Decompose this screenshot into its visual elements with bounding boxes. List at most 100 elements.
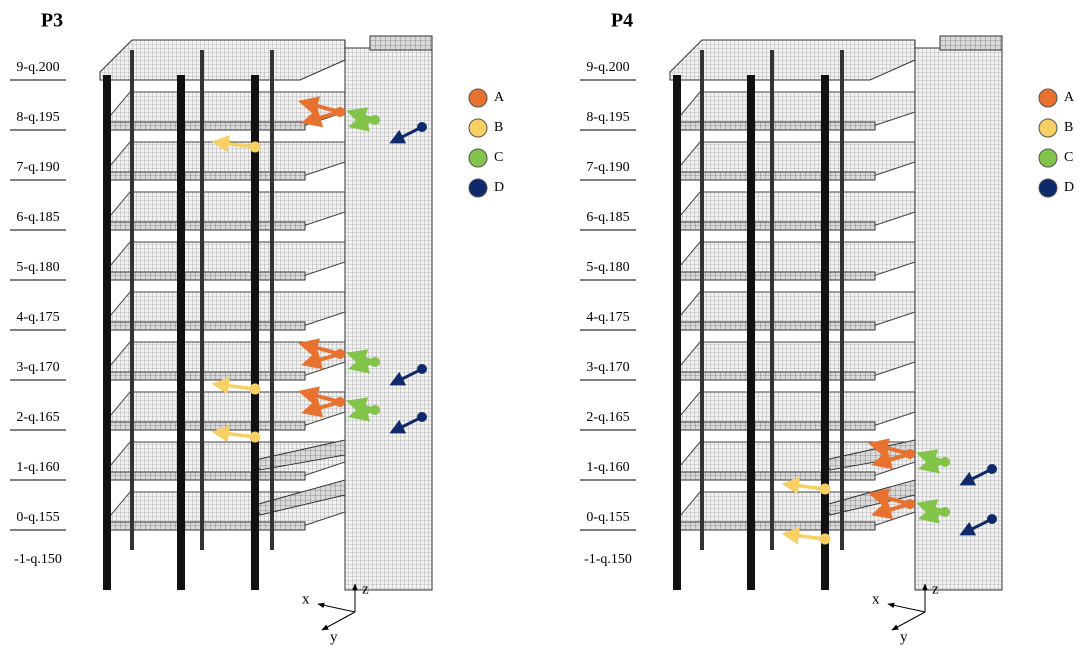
- axis-label: z: [932, 581, 939, 597]
- level-label: -1-q.150: [14, 552, 62, 567]
- slab-edge: [675, 222, 875, 230]
- level-label: 2-q.165: [16, 410, 59, 425]
- sensor-dot-a: [335, 107, 345, 117]
- legend-label: D: [1064, 180, 1074, 195]
- level-label: 3-q.170: [16, 360, 59, 375]
- sensor-dot-d: [987, 464, 997, 474]
- axis-label: x: [302, 591, 310, 607]
- sensor-dot-b: [250, 142, 261, 153]
- sensor-dot-c: [370, 357, 380, 367]
- legend-swatch: [469, 89, 487, 107]
- roof: [100, 40, 345, 80]
- level-label: 5-q.180: [586, 260, 629, 275]
- core-top: [940, 36, 1002, 50]
- slab-edge: [105, 472, 305, 480]
- level-label: 1-q.160: [16, 460, 59, 475]
- level-label: 3-q.170: [586, 360, 629, 375]
- column: [747, 75, 755, 590]
- level-label: 7-q.190: [16, 160, 59, 175]
- slab-edge: [105, 222, 305, 230]
- slab-edge: [105, 522, 305, 530]
- slab-edge: [105, 172, 305, 180]
- column: [821, 75, 829, 590]
- slab-edge: [105, 272, 305, 280]
- column: [270, 50, 274, 550]
- level-label: 8-q.195: [16, 110, 59, 125]
- legend-swatch: [469, 179, 487, 197]
- level-label: 9-q.200: [16, 60, 59, 75]
- legend-label: C: [1064, 150, 1073, 165]
- panel-title: P3: [41, 10, 63, 32]
- slab-edge: [675, 522, 875, 530]
- building-model: [670, 36, 1002, 590]
- sensor-dot-c: [370, 115, 380, 125]
- core-top: [370, 36, 432, 50]
- legend-swatch: [1039, 119, 1057, 137]
- column: [673, 75, 681, 590]
- sensor-dot-c: [940, 457, 950, 467]
- level-label: 9-q.200: [586, 60, 629, 75]
- legend-label: A: [494, 90, 505, 105]
- sensor-dot-d: [417, 122, 427, 132]
- legend-label: A: [1064, 90, 1075, 105]
- column: [840, 50, 844, 550]
- legend-label: D: [494, 180, 504, 195]
- level-label: 8-q.195: [586, 110, 629, 125]
- slab-edge: [675, 272, 875, 280]
- level-label: 5-q.180: [16, 260, 59, 275]
- panel-title: P4: [611, 10, 633, 32]
- legend-swatch: [469, 149, 487, 167]
- sensor-dot-b: [820, 484, 831, 495]
- level-label: 4-q.175: [16, 310, 59, 325]
- core-tower: [915, 48, 1002, 590]
- sensor-dot-b: [250, 432, 261, 443]
- axis-arrow: [888, 604, 925, 612]
- sensor-dot-b: [250, 384, 261, 395]
- level-label: 0-q.155: [586, 510, 629, 525]
- sensor-dot-a: [335, 349, 345, 359]
- axis-label: x: [872, 591, 880, 607]
- axis-label: y: [900, 629, 908, 645]
- slab-edge: [675, 172, 875, 180]
- slab-edge: [105, 422, 305, 430]
- axis-arrow: [322, 612, 355, 630]
- legend-swatch: [1039, 179, 1057, 197]
- sensor-dot-d: [987, 514, 997, 524]
- slab-edge: [675, 422, 875, 430]
- level-label: 6-q.185: [586, 210, 629, 225]
- sensor-dot-d: [417, 364, 427, 374]
- sensor-dot-c: [370, 405, 380, 415]
- sensor-dot-a: [905, 449, 915, 459]
- level-label: 4-q.175: [586, 310, 629, 325]
- legend-label: B: [1064, 120, 1073, 135]
- slab-edge: [105, 372, 305, 380]
- sensor-dot-b: [820, 534, 831, 545]
- level-label: 7-q.190: [586, 160, 629, 175]
- level-label: 1-q.160: [586, 460, 629, 475]
- level-label: 6-q.185: [16, 210, 59, 225]
- column: [177, 75, 185, 590]
- legend-swatch: [1039, 149, 1057, 167]
- slab-edge: [675, 322, 875, 330]
- sensor-dot-a: [335, 397, 345, 407]
- sensor-dot-a: [905, 499, 915, 509]
- figure: P3 9-q.200 8-q.195 7-q.190 6-q.185 5-q.180 4-q…: [0, 0, 1080, 648]
- level-label: 0-q.155: [16, 510, 59, 525]
- building-model: [100, 36, 432, 590]
- legend-label: B: [494, 120, 503, 135]
- column: [130, 50, 134, 550]
- sensor-arrow-b: [215, 384, 255, 389]
- column: [103, 75, 111, 590]
- axis-label: z: [362, 581, 369, 597]
- column: [200, 50, 204, 550]
- slab-edge: [105, 322, 305, 330]
- sensor-arrow-b: [785, 534, 825, 539]
- roof: [670, 40, 915, 80]
- slab-edge: [105, 122, 305, 130]
- sensor-dot-c: [940, 507, 950, 517]
- slab-edge: [675, 122, 875, 130]
- legend-swatch: [469, 119, 487, 137]
- slab-edge: [675, 372, 875, 380]
- sensor-arrow-b: [785, 484, 825, 489]
- legend-label: C: [494, 150, 503, 165]
